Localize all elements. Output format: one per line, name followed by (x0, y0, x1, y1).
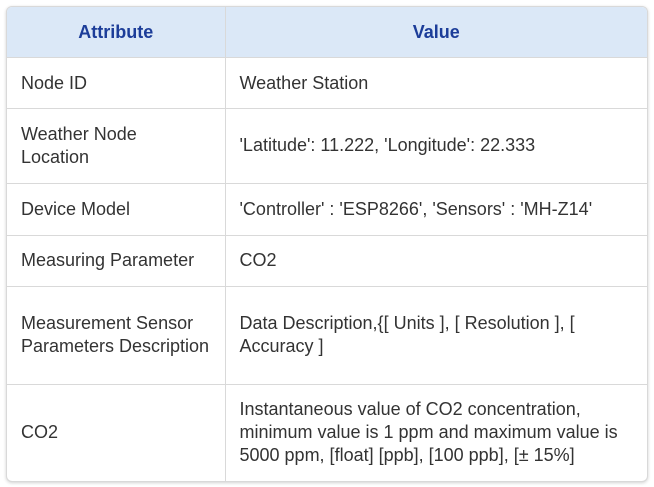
attribute-cell: Node ID (7, 57, 225, 110)
value-cell: Instantaneous value of CO2 concentration… (224, 384, 647, 481)
table-row: Node ID Weather Station (7, 57, 647, 110)
attribute-cell: Measuring Parameter (7, 235, 225, 288)
value-cell: Weather Station (224, 57, 647, 110)
value-cell: 'Latitude': 11.222, 'Longitude': 22.333 (224, 108, 647, 184)
table-row: Device Model 'Controller' : 'ESP8266', '… (7, 183, 647, 236)
table-row: CO2 Instantaneous value of CO2 concentra… (7, 384, 647, 481)
header-attribute: Attribute (7, 7, 225, 58)
table-row: Weather Node Location 'Latitude': 11.222… (7, 108, 647, 184)
table-header-row: Attribute Value (7, 7, 647, 58)
attribute-cell: Weather Node Location (7, 108, 225, 184)
attribute-value-table: Attribute Value Node ID Weather Station … (7, 7, 647, 481)
attribute-cell: CO2 (21, 422, 59, 443)
table-row: Measuring Parameter CO2 (7, 235, 647, 288)
header-value: Value (224, 7, 647, 58)
attribute-cell: Measurement Sensor Parameters Descriptio… (7, 286, 225, 385)
table-row: Measurement Sensor Parameters Descriptio… (7, 286, 647, 385)
value-cell: CO2 (224, 235, 647, 288)
value-cell: Data Description,{[ Units ], [ Resolutio… (224, 286, 647, 385)
attribute-cell: Device Model (7, 183, 225, 236)
value-cell: 'Controller' : 'ESP8266', 'Sensors' : 'M… (224, 183, 647, 236)
attribute-table-card: Attribute Value Node ID Weather Station … (6, 6, 648, 482)
